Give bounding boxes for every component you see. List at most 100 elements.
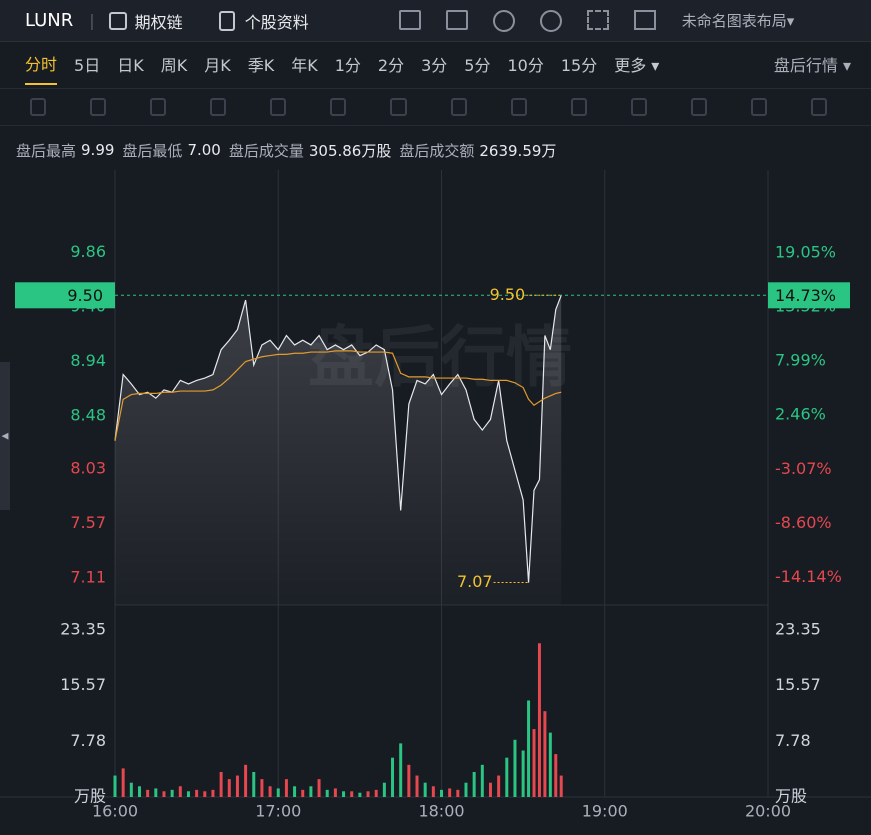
last-pct-label: 14.73% bbox=[775, 286, 836, 305]
volume-bar bbox=[350, 791, 354, 797]
volume-bar bbox=[113, 775, 117, 797]
stat-value: 2639.59万 bbox=[479, 141, 557, 160]
tab[interactable]: 周K bbox=[160, 56, 188, 75]
options-chain[interactable]: 期权链 bbox=[134, 12, 183, 32]
volume-tick-label: 7.78 bbox=[70, 731, 106, 750]
volume-tick-label: 23.35 bbox=[775, 620, 821, 639]
volume-bar bbox=[309, 786, 313, 797]
y-tick-label: 8.03 bbox=[70, 459, 106, 478]
volume-bar bbox=[235, 775, 239, 797]
volume-bar bbox=[284, 779, 288, 797]
tab[interactable]: 5日 bbox=[74, 56, 101, 75]
tab[interactable]: 更多 ▾ bbox=[614, 56, 660, 75]
volume-unit: 万股 bbox=[74, 787, 106, 806]
stat-label: 盘后成交量 bbox=[228, 141, 304, 160]
volume-bar bbox=[488, 782, 492, 797]
last-pct-box bbox=[768, 282, 850, 309]
y2-tick-label: 2.46% bbox=[775, 405, 826, 424]
tab[interactable]: 年K bbox=[291, 56, 318, 75]
y-tick-label: 8.48 bbox=[70, 405, 106, 424]
top-bar: LUNR | 期权链 个股资料 未命名图表布局▾ bbox=[0, 0, 871, 42]
stat-label: 盘后成交额 bbox=[399, 141, 475, 160]
volume-bar bbox=[162, 791, 166, 797]
volume-bar bbox=[366, 791, 370, 797]
volume-bar bbox=[121, 768, 125, 797]
x-tick-label: 16:00 bbox=[92, 802, 138, 821]
y2-tick-label: -8.60% bbox=[775, 513, 832, 532]
volume-bar bbox=[129, 782, 133, 797]
volume-bar bbox=[203, 791, 207, 797]
volume-bar bbox=[219, 771, 223, 797]
y-tick-label: 8.94 bbox=[70, 351, 106, 370]
side-handle[interactable] bbox=[0, 362, 10, 510]
session-selector[interactable]: 盘后行情 ▾ bbox=[773, 56, 851, 75]
tab[interactable]: 分时 bbox=[25, 43, 58, 85]
y-tick-label: 7.57 bbox=[70, 513, 106, 532]
volume-bar bbox=[431, 786, 435, 797]
volume-bar bbox=[260, 779, 264, 797]
drawing-tools bbox=[0, 88, 871, 126]
stats-line: 盘后最高 9.99 盘后最低 7.00 盘后成交量 305.86万股 盘后成交额 2639.5… bbox=[0, 136, 871, 164]
volume-bar bbox=[480, 764, 484, 797]
tab[interactable]: 季K bbox=[247, 56, 275, 75]
volume-bar bbox=[195, 789, 199, 797]
volume-bar bbox=[448, 788, 452, 797]
tab[interactable]: 月K bbox=[204, 56, 231, 75]
volume-bar bbox=[252, 771, 256, 797]
tab[interactable]: 2分 bbox=[377, 56, 405, 75]
price-area bbox=[115, 295, 562, 605]
y2-tick-label: -3.07% bbox=[775, 459, 832, 478]
volume-bar bbox=[178, 786, 182, 797]
layout-menu[interactable]: 未命名图表布局▾ bbox=[681, 12, 795, 30]
volume-bar bbox=[527, 700, 531, 797]
side-arrow[interactable]: ◀ bbox=[2, 432, 9, 442]
y2-tick-label: 19.05% bbox=[775, 242, 836, 261]
volume-bar bbox=[276, 788, 280, 797]
volume-bar bbox=[505, 757, 509, 797]
x-tick-label: 18:00 bbox=[418, 802, 464, 821]
icon bbox=[108, 11, 127, 30]
tab-bar: 分时 5日 日K 周K 月K 季K 年K 1分 2分 3分 5分 10分 15分 更多 ▾ 盘后行情 ▾ bbox=[0, 43, 871, 85]
last-price-label: 9.50 bbox=[67, 286, 103, 305]
volume-bar bbox=[325, 789, 329, 797]
symbol[interactable]: LUNR bbox=[25, 10, 74, 31]
volume-bar bbox=[146, 789, 150, 797]
separator: | bbox=[89, 11, 95, 30]
volume-bar bbox=[293, 786, 297, 797]
layout-name: 未命名图表布局 bbox=[681, 12, 787, 30]
tab[interactable]: 10分 bbox=[507, 56, 544, 75]
tab[interactable]: 3分 bbox=[421, 56, 448, 75]
tab[interactable]: 1分 bbox=[334, 56, 361, 75]
volume-bar bbox=[456, 789, 460, 797]
profile[interactable]: 个股资料 bbox=[244, 12, 309, 32]
tab[interactable]: 15分 bbox=[560, 56, 598, 75]
volume-bar bbox=[170, 789, 174, 797]
volume-bar bbox=[537, 643, 541, 797]
volume-bar bbox=[342, 791, 346, 797]
volume-bar bbox=[559, 775, 563, 797]
volume-tick-label: 15.57 bbox=[775, 675, 821, 694]
tab[interactable]: 日K bbox=[117, 56, 144, 75]
volume-tick-label: 23.35 bbox=[60, 620, 106, 639]
volume-bar bbox=[301, 789, 305, 797]
y2-tick-label: -14.14% bbox=[775, 567, 842, 586]
volume-bar bbox=[464, 782, 468, 797]
tool-icons[interactable] bbox=[398, 9, 656, 32]
tab[interactable]: 5分 bbox=[464, 56, 491, 75]
x-tick-label: 20:00 bbox=[745, 802, 791, 821]
volume-bar bbox=[358, 792, 362, 797]
volume-bar bbox=[211, 789, 215, 797]
volume-bar bbox=[382, 782, 386, 797]
volume-bar bbox=[333, 788, 337, 797]
average-line bbox=[114, 350, 562, 441]
volume-bar bbox=[415, 775, 419, 797]
stat-value: 9.99 bbox=[81, 141, 115, 159]
last-price-box bbox=[15, 282, 115, 309]
volume-bar bbox=[548, 732, 552, 797]
x-tick-label: 19:00 bbox=[582, 802, 628, 821]
volume-unit: 万股 bbox=[775, 787, 807, 806]
volume-bar bbox=[423, 782, 427, 797]
volume-tick-label: 7.78 bbox=[775, 731, 811, 750]
volume-bar bbox=[440, 789, 443, 797]
